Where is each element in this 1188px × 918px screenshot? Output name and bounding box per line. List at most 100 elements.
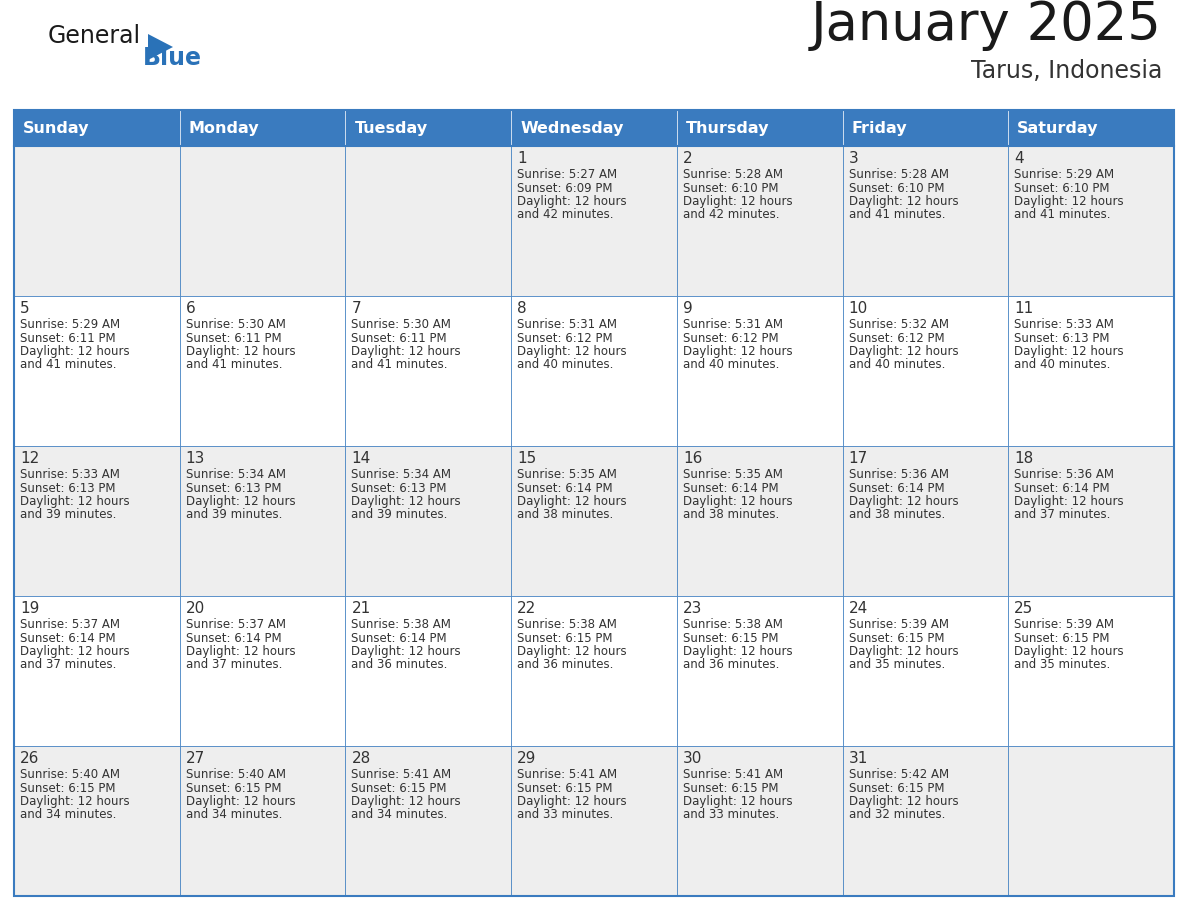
Text: Daylight: 12 hours: Daylight: 12 hours	[185, 495, 296, 508]
Text: 10: 10	[848, 301, 867, 316]
Text: 25: 25	[1015, 601, 1034, 616]
Text: and 41 minutes.: and 41 minutes.	[352, 359, 448, 372]
Bar	[842, 446, 1009, 596]
Text: Blue: Blue	[143, 46, 202, 70]
Text: and 35 minutes.: and 35 minutes.	[848, 658, 944, 671]
Bar	[1009, 296, 1174, 446]
Text: Sunrise: 5:37 AM: Sunrise: 5:37 AM	[185, 618, 286, 631]
Text: and 41 minutes.: and 41 minutes.	[1015, 208, 1111, 221]
Text: 19: 19	[20, 601, 39, 616]
Text: 15: 15	[517, 451, 537, 466]
Text: Sunset: 6:11 PM: Sunset: 6:11 PM	[185, 331, 282, 344]
Text: Sunset: 6:10 PM: Sunset: 6:10 PM	[1015, 182, 1110, 195]
Bar	[677, 746, 842, 896]
Text: January 2025: January 2025	[811, 0, 1162, 51]
Text: Daylight: 12 hours: Daylight: 12 hours	[683, 645, 792, 658]
Bar	[677, 596, 842, 746]
Text: and 40 minutes.: and 40 minutes.	[1015, 359, 1111, 372]
Text: 31: 31	[848, 751, 868, 766]
Text: Friday: Friday	[852, 120, 908, 136]
Text: Sunrise: 5:35 AM: Sunrise: 5:35 AM	[683, 468, 783, 481]
Text: Daylight: 12 hours: Daylight: 12 hours	[848, 495, 959, 508]
Text: Sunrise: 5:41 AM: Sunrise: 5:41 AM	[517, 768, 618, 781]
Text: Sunset: 6:13 PM: Sunset: 6:13 PM	[1015, 331, 1110, 344]
Text: Daylight: 12 hours: Daylight: 12 hours	[185, 645, 296, 658]
Text: 18: 18	[1015, 451, 1034, 466]
Bar	[1009, 146, 1174, 296]
Text: Daylight: 12 hours: Daylight: 12 hours	[1015, 195, 1124, 208]
Text: Sunrise: 5:35 AM: Sunrise: 5:35 AM	[517, 468, 617, 481]
Text: and 36 minutes.: and 36 minutes.	[517, 658, 613, 671]
Text: 1: 1	[517, 151, 526, 166]
Text: Thursday: Thursday	[685, 120, 770, 136]
Text: Sunrise: 5:29 AM: Sunrise: 5:29 AM	[20, 318, 120, 331]
Text: 28: 28	[352, 751, 371, 766]
Text: Sunrise: 5:38 AM: Sunrise: 5:38 AM	[352, 618, 451, 631]
Bar	[346, 110, 511, 146]
Text: 27: 27	[185, 751, 206, 766]
Text: Sunrise: 5:40 AM: Sunrise: 5:40 AM	[20, 768, 120, 781]
Bar	[14, 110, 179, 146]
Text: and 37 minutes.: and 37 minutes.	[185, 658, 282, 671]
Text: Daylight: 12 hours: Daylight: 12 hours	[20, 345, 129, 358]
Text: Sunset: 6:14 PM: Sunset: 6:14 PM	[185, 632, 282, 644]
Text: General: General	[48, 24, 141, 48]
Text: Daylight: 12 hours: Daylight: 12 hours	[517, 195, 627, 208]
Text: Sunset: 6:11 PM: Sunset: 6:11 PM	[352, 331, 447, 344]
Text: 8: 8	[517, 301, 526, 316]
Text: Sunset: 6:15 PM: Sunset: 6:15 PM	[683, 632, 778, 644]
Text: 21: 21	[352, 601, 371, 616]
Text: and 37 minutes.: and 37 minutes.	[1015, 509, 1111, 521]
Text: Tuesday: Tuesday	[354, 120, 428, 136]
Text: Sunday: Sunday	[23, 120, 89, 136]
Bar	[346, 296, 511, 446]
Bar	[511, 746, 677, 896]
Text: Monday: Monday	[189, 120, 259, 136]
Text: Sunrise: 5:32 AM: Sunrise: 5:32 AM	[848, 318, 948, 331]
Text: Sunrise: 5:31 AM: Sunrise: 5:31 AM	[683, 318, 783, 331]
Text: 7: 7	[352, 301, 361, 316]
Text: 4: 4	[1015, 151, 1024, 166]
Bar	[842, 146, 1009, 296]
Text: Sunset: 6:15 PM: Sunset: 6:15 PM	[848, 632, 944, 644]
Bar	[511, 146, 677, 296]
Text: Sunset: 6:09 PM: Sunset: 6:09 PM	[517, 182, 613, 195]
Bar	[179, 296, 346, 446]
Text: Sunrise: 5:28 AM: Sunrise: 5:28 AM	[683, 168, 783, 181]
Text: Sunrise: 5:41 AM: Sunrise: 5:41 AM	[683, 768, 783, 781]
Text: Sunset: 6:13 PM: Sunset: 6:13 PM	[20, 482, 115, 495]
Text: and 42 minutes.: and 42 minutes.	[683, 208, 779, 221]
Text: and 36 minutes.: and 36 minutes.	[352, 658, 448, 671]
Text: Sunset: 6:14 PM: Sunset: 6:14 PM	[517, 482, 613, 495]
Text: and 34 minutes.: and 34 minutes.	[352, 809, 448, 822]
Text: 12: 12	[20, 451, 39, 466]
Text: Sunset: 6:13 PM: Sunset: 6:13 PM	[352, 482, 447, 495]
Text: Sunset: 6:12 PM: Sunset: 6:12 PM	[683, 331, 778, 344]
Bar	[511, 296, 677, 446]
Text: Sunset: 6:15 PM: Sunset: 6:15 PM	[352, 781, 447, 794]
Text: and 38 minutes.: and 38 minutes.	[683, 509, 779, 521]
Text: Sunset: 6:14 PM: Sunset: 6:14 PM	[683, 482, 778, 495]
Text: Daylight: 12 hours: Daylight: 12 hours	[683, 345, 792, 358]
Bar	[677, 296, 842, 446]
Text: Daylight: 12 hours: Daylight: 12 hours	[352, 345, 461, 358]
Text: 6: 6	[185, 301, 196, 316]
Text: Sunrise: 5:39 AM: Sunrise: 5:39 AM	[1015, 618, 1114, 631]
Text: and 38 minutes.: and 38 minutes.	[848, 509, 944, 521]
Text: Daylight: 12 hours: Daylight: 12 hours	[848, 345, 959, 358]
Bar	[14, 110, 1174, 896]
Text: Sunrise: 5:36 AM: Sunrise: 5:36 AM	[1015, 468, 1114, 481]
Text: Sunrise: 5:33 AM: Sunrise: 5:33 AM	[1015, 318, 1114, 331]
Bar	[1009, 746, 1174, 896]
Text: Daylight: 12 hours: Daylight: 12 hours	[517, 795, 627, 808]
Bar	[1009, 110, 1174, 146]
Text: Sunrise: 5:40 AM: Sunrise: 5:40 AM	[185, 768, 286, 781]
Text: 29: 29	[517, 751, 537, 766]
Bar	[346, 446, 511, 596]
Text: Sunrise: 5:36 AM: Sunrise: 5:36 AM	[848, 468, 948, 481]
Text: Sunset: 6:14 PM: Sunset: 6:14 PM	[352, 632, 447, 644]
Text: 17: 17	[848, 451, 867, 466]
Text: Daylight: 12 hours: Daylight: 12 hours	[517, 345, 627, 358]
Text: Daylight: 12 hours: Daylight: 12 hours	[848, 795, 959, 808]
Text: and 34 minutes.: and 34 minutes.	[185, 809, 282, 822]
